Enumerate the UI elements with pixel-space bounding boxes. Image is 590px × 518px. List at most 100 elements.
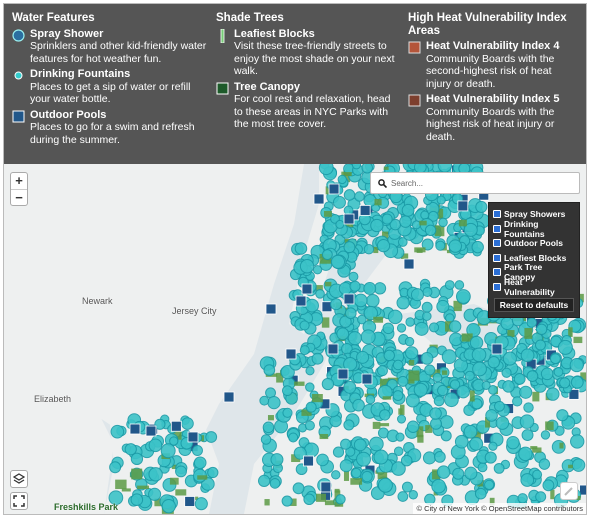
layer-toggle[interactable]: Heat Vulnerability [493, 277, 575, 297]
water-feature [520, 348, 535, 363]
swatch-shape [216, 82, 229, 94]
water-feature [469, 436, 484, 451]
water-feature [392, 390, 404, 401]
water-feature [559, 377, 571, 389]
search-box[interactable]: Search... [370, 172, 580, 194]
checkbox[interactable] [493, 224, 501, 233]
layer-toggle[interactable]: Leafiest Blocks [493, 251, 575, 266]
water-feature [343, 357, 358, 372]
tree-canopy [193, 496, 199, 500]
water-feature [512, 396, 523, 407]
attribution: © City of New York © OpenStreetMap contr… [413, 503, 586, 514]
outdoor-pool [359, 204, 371, 216]
water-feature [337, 174, 347, 185]
tree-canopy [131, 468, 143, 480]
zoom-out[interactable]: − [15, 190, 23, 205]
water-feature [288, 432, 299, 443]
water-feature [354, 293, 368, 308]
outdoor-pool [184, 496, 196, 507]
tree-canopy [484, 417, 491, 428]
water-feature [421, 301, 433, 313]
water-feature [154, 418, 166, 430]
layer-toggle[interactable]: Outdoor Pools [493, 236, 575, 251]
water-feature [381, 213, 393, 225]
legend-swatch [216, 82, 229, 99]
water-feature [354, 191, 365, 202]
water-feature [463, 222, 478, 237]
water-feature [485, 409, 498, 422]
water-feature [471, 240, 484, 254]
tree-canopy [524, 328, 533, 339]
water-feature [363, 193, 377, 208]
water-feature [343, 380, 357, 394]
tree-canopy [267, 415, 274, 421]
water-feature [361, 470, 373, 483]
tree-canopy [301, 409, 312, 416]
water-feature [408, 490, 418, 500]
layer-toggle[interactable]: Drinking Fountains [493, 219, 575, 239]
reset-button[interactable]: Reset to defaults [494, 298, 574, 312]
water-feature [422, 311, 432, 321]
water-feature [148, 438, 163, 453]
water-feature [130, 452, 144, 466]
tree-canopy [568, 327, 573, 337]
swatch-shape [408, 41, 421, 54]
checkbox[interactable] [493, 282, 501, 291]
water-feature [421, 238, 434, 251]
water-feature [130, 493, 144, 507]
water-feature [520, 473, 535, 487]
water-feature [433, 395, 445, 407]
swatch-shape [12, 110, 25, 122]
checkbox[interactable] [493, 253, 501, 262]
tree-canopy [414, 247, 426, 253]
map[interactable]: + − Search... Spray Showers Drinking Foun… [4, 164, 586, 514]
tree-canopy [522, 318, 528, 322]
tree-canopy [453, 300, 463, 308]
tree-canopy [580, 372, 586, 383]
water-feature [340, 438, 352, 450]
checkbox[interactable] [493, 210, 501, 219]
zoom-in[interactable]: + [11, 173, 27, 190]
legend-swatch [216, 28, 229, 47]
water-feature [439, 415, 454, 429]
water-feature [494, 400, 505, 412]
water-feature [363, 305, 379, 321]
outdoor-pool [403, 258, 415, 270]
water-feature [357, 314, 367, 325]
water-feature [335, 494, 346, 505]
water-feature [148, 467, 163, 482]
tree-canopy [372, 421, 381, 429]
water-feature [534, 339, 546, 351]
checkbox[interactable] [493, 239, 501, 248]
layer-toggle[interactable]: Park Tree Canopy [493, 262, 575, 282]
water-feature [338, 281, 352, 296]
checkbox[interactable] [493, 268, 501, 277]
fullscreen-button[interactable] [10, 492, 28, 510]
water-feature [535, 491, 547, 503]
tree-canopy [408, 370, 420, 381]
layers-button[interactable] [10, 470, 28, 488]
water-feature [487, 355, 501, 369]
tree-canopy [489, 497, 495, 506]
draw-button[interactable] [560, 482, 578, 500]
water-feature [422, 286, 433, 298]
outdoor-pool [568, 388, 580, 400]
water-feature [332, 195, 346, 209]
water-feature [411, 220, 421, 230]
layer-toggle[interactable]: Spray Showers [493, 207, 575, 222]
legend-item: Tree Canopy For cool rest and relaxation,… [216, 81, 396, 131]
outdoor-pool [187, 431, 199, 443]
land-nj [4, 164, 304, 434]
water-feature [519, 385, 533, 399]
water-feature [379, 409, 391, 421]
water-feature [110, 424, 125, 439]
legend-swatch [12, 110, 25, 127]
tree-canopy [419, 220, 427, 226]
layer-label: Spray Showers [504, 209, 566, 220]
water-feature [405, 393, 420, 408]
tree-canopy [373, 316, 384, 323]
water-feature [429, 407, 442, 420]
water-feature [294, 242, 308, 255]
tree-canopy [453, 307, 462, 312]
water-feature [440, 430, 452, 442]
